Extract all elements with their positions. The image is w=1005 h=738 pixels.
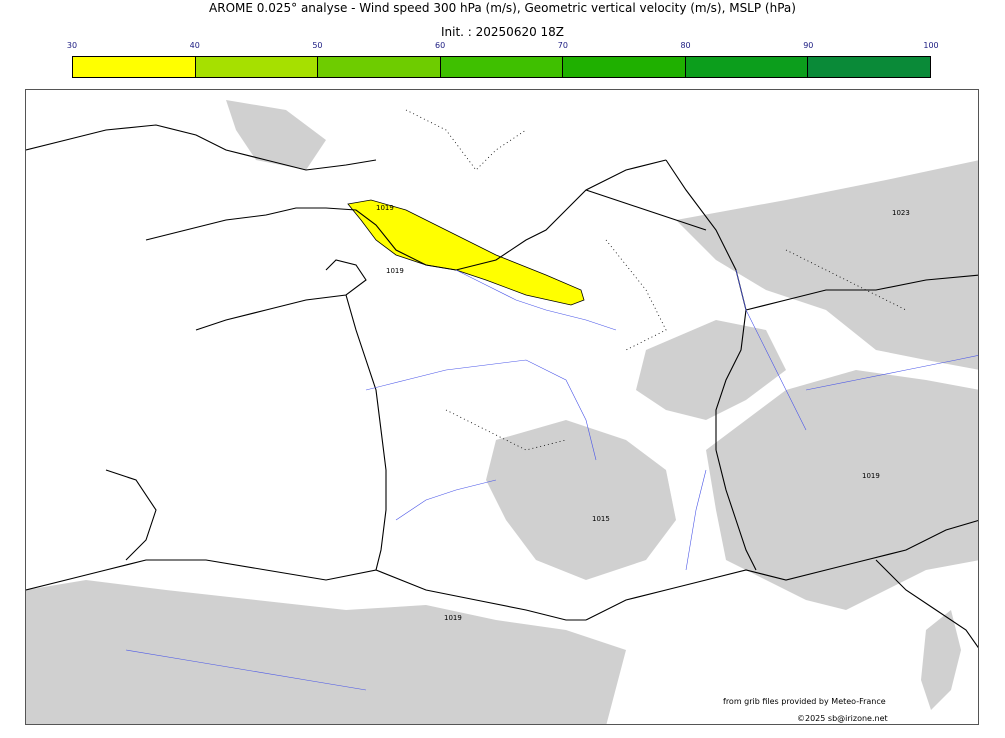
vertical-velocity-contours	[405, 109, 907, 451]
river-loire	[365, 359, 597, 461]
isobar-label: 1015	[592, 515, 610, 523]
colorbar-tick: 90	[803, 41, 814, 50]
coast-italy	[875, 559, 978, 649]
border-benelux	[585, 189, 707, 231]
colorbar-segment	[808, 57, 931, 77]
colorbar-segment	[563, 57, 686, 77]
colorbar-segment	[318, 57, 441, 77]
river-seine	[455, 269, 617, 331]
jet-stream-area	[347, 199, 585, 306]
colorbar	[72, 56, 931, 78]
rivers	[125, 269, 978, 691]
copyright-credit: ©2025 sb@irizone.net	[797, 714, 888, 723]
coastlines	[26, 124, 978, 649]
colorbar-tick: 60	[435, 41, 446, 50]
isobar-label: 1019	[386, 267, 404, 275]
border-germany-east	[745, 274, 978, 311]
map-panel: 1019 1023 1019 1015 1019 1019	[25, 89, 979, 725]
colorbar-tick: 50	[312, 41, 323, 50]
colorbar-segment	[685, 57, 809, 77]
river-rhone	[685, 469, 707, 571]
colorbar-tick: 70	[557, 41, 568, 50]
border-france-spain	[375, 569, 586, 621]
river-garonne	[395, 479, 497, 521]
isobar-label: 1023	[892, 209, 910, 217]
colorbar-ticks: 30 40 50 60 70 80 90 100	[67, 41, 939, 53]
vv-contour	[405, 109, 527, 171]
coast-brittany	[195, 259, 367, 331]
border-alps	[715, 449, 757, 571]
colorbar-segment	[73, 57, 196, 77]
colorbar-tick: 100	[923, 41, 939, 50]
river-spain	[125, 649, 367, 691]
isobar-label: 1019	[862, 472, 880, 480]
isobar-labels: 1019 1023 1019 1015 1019 1019	[376, 204, 910, 622]
coast-channel	[145, 159, 667, 271]
colorbar-segment	[195, 57, 319, 77]
colorbar-segment	[440, 57, 564, 77]
terrain-massif-central	[486, 420, 676, 580]
terrain-corsica	[921, 610, 961, 710]
terrain-germany-highlands	[676, 160, 978, 370]
terrain-pyrenees	[26, 580, 626, 724]
vv-contour	[605, 239, 667, 351]
coast-mediterranean	[585, 520, 978, 621]
isobar-label: 1019	[376, 204, 394, 212]
chart-subtitle: Init. : 20250620 18Z	[440, 25, 565, 39]
colorbar-tick: 80	[680, 41, 691, 50]
isobar-label: 1019	[444, 614, 462, 622]
chart-title: AROME 0.025° analyse - Wind speed 300 hP…	[209, 1, 796, 15]
colorbar-tick: 40	[189, 41, 200, 50]
coast-spain-north	[105, 469, 157, 561]
coast-biscay	[26, 294, 387, 591]
terrain-alps	[706, 370, 978, 610]
colorbar-tick: 30	[66, 41, 78, 50]
river-rhine	[735, 269, 807, 431]
river-danube	[805, 355, 978, 391]
coast-uk-south	[26, 124, 377, 171]
terrain-vosges-jura	[636, 320, 786, 420]
terrain-uk	[226, 100, 326, 170]
source-credit: from grib files provided by Meteo-France	[723, 697, 886, 706]
map-canvas: 1019 1023 1019 1015 1019 1019	[26, 100, 978, 724]
terrain-layer	[26, 100, 978, 724]
